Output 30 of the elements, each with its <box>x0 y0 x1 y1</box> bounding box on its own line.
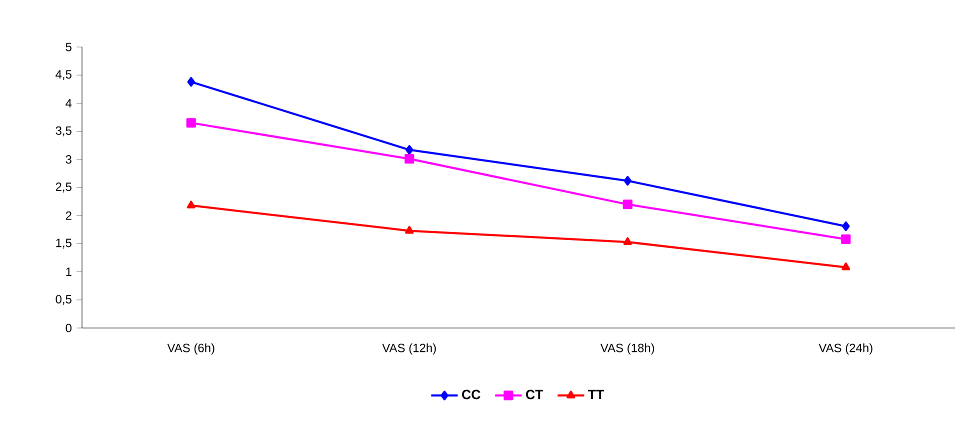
x-tick-label: VAS (18h) <box>600 343 654 355</box>
x-tick-label: VAS (12h) <box>382 343 436 355</box>
point <box>187 77 195 87</box>
y-tick-label: 4 <box>66 99 72 108</box>
x-tick-label: VAS (6h) <box>167 343 214 355</box>
y-tick-label: 0,5 <box>56 294 72 305</box>
point <box>623 237 632 245</box>
y-tick-label: 3,5 <box>56 126 72 136</box>
y-tick-label: 4,5 <box>56 70 72 80</box>
point <box>842 221 850 232</box>
point <box>842 262 850 270</box>
point <box>622 200 632 210</box>
y-tick-label: 2 <box>66 211 72 220</box>
y-tick-label: 5 <box>66 42 72 52</box>
legend-label: CC <box>462 390 480 400</box>
legend-label: TT <box>588 390 604 400</box>
point <box>186 118 196 128</box>
point <box>406 145 414 155</box>
y-tick-label: 1,5 <box>56 238 72 249</box>
legend-label: CT <box>526 390 544 400</box>
y-tick-label: 3 <box>66 155 72 164</box>
y-tick-label: 2,5 <box>56 182 72 192</box>
point <box>624 176 632 186</box>
y-tick-label: 0 <box>66 324 72 332</box>
point <box>405 226 414 234</box>
point <box>841 234 851 244</box>
point <box>404 154 414 164</box>
point <box>186 200 196 208</box>
y-tick-label: 1 <box>66 268 72 276</box>
x-tick-label: VAS (24h) <box>818 343 872 355</box>
